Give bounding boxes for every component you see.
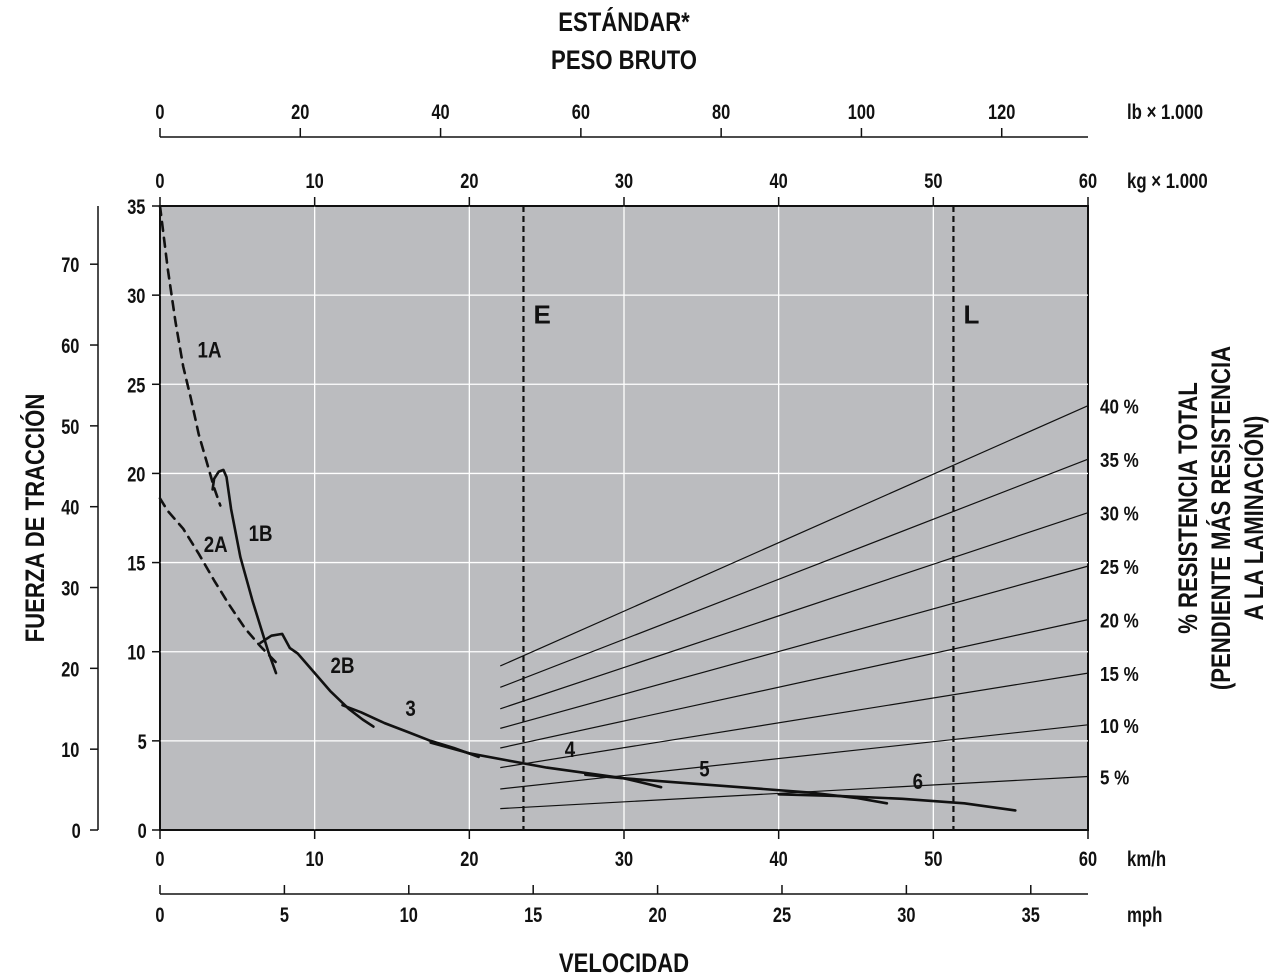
top-kg-unit-label: kg × 1.000: [1127, 170, 1208, 193]
top-lb-tick-label: 120: [988, 100, 1015, 123]
reference-label-L: L: [963, 300, 979, 330]
y-kg-tick-label: 35: [127, 195, 145, 218]
y-kg-unit-label: kg × 1.000: [0, 0, 30, 6]
chart-title: ESTÁNDAR*: [558, 7, 690, 38]
top-kg-tick-label: 10: [306, 169, 324, 192]
y-lb-tick-label: 40: [61, 496, 79, 519]
resistance-label: 20 %: [1100, 609, 1139, 632]
curve-label-2B: 2B: [331, 655, 355, 679]
curve-1A: [158, 204, 222, 507]
x-mph-unit-label: mph: [1127, 904, 1162, 927]
y2-axis-title-line1: % RESISTENCIA TOTAL: [1174, 382, 1204, 634]
resistance-label: 25 %: [1100, 556, 1139, 579]
resistance-line: [500, 565, 1089, 729]
x-mph-tick-label: 25: [773, 903, 791, 926]
rimpull-curves: 1A 1B 2A 2B 3 4 5 6: [158, 204, 1017, 812]
resistance-line: [500, 672, 1089, 769]
x-axis-title: VELOCIDAD: [559, 949, 689, 978]
curve-6: [777, 792, 1017, 812]
y-kg-tick-label: 20: [127, 462, 145, 485]
top-lb-unit-label: lb × 1.000: [1127, 101, 1203, 124]
grid-lines: [160, 206, 1088, 830]
y-lb-tick-label: 10: [61, 738, 79, 761]
y-lb-tick-label: 70: [61, 253, 79, 276]
curve-1B: [211, 468, 278, 675]
x-kmh-tick-label: 0: [155, 847, 164, 870]
curve-label-1A: 1A: [198, 339, 222, 363]
curve-label-5: 5: [699, 758, 709, 782]
resistance-label: 5 %: [1100, 766, 1129, 789]
resistance-label: 40 %: [1100, 395, 1139, 418]
top-lb-tick-label: 100: [848, 100, 875, 123]
resistance-label: 10 %: [1100, 714, 1139, 737]
y2-axis-title-line2: (PENDIENTE MÁS RESISTENCIA: [1206, 346, 1237, 690]
y-kg-tick-label: 0: [138, 819, 147, 842]
x-kmh-unit-label: km/h: [1127, 848, 1166, 871]
curve-label-6: 6: [913, 771, 923, 795]
resistance-line: [500, 619, 1089, 749]
x-kmh-tick-label: 60: [1079, 847, 1097, 870]
y-lb-tick-label: 50: [61, 415, 79, 438]
curve-label-1B: 1B: [249, 523, 273, 547]
y-kg-tick-label: 5: [138, 730, 147, 753]
top-kg-tick-label: 20: [460, 169, 478, 192]
resistance-lines: 40 % 35 % 30 % 25 % 20 % 15 % 10 % 5 %: [500, 395, 1139, 810]
top-lb-tick-label: 40: [431, 100, 449, 123]
x-kmh-tick-label: 10: [306, 847, 324, 870]
curve-label-3: 3: [405, 698, 415, 722]
curve-label-4: 4: [565, 739, 576, 763]
x-kmh-tick-label: 50: [924, 847, 942, 870]
y-lb-tick-label: 20: [61, 657, 79, 680]
x-kmh-tick-label: 20: [460, 847, 478, 870]
top-lb-tick-label: 0: [155, 100, 164, 123]
top-lb-tick-label: 20: [291, 100, 309, 123]
resistance-line: [500, 405, 1089, 667]
y-axis-title: FUERZA DE TRACCIÓN: [20, 394, 51, 643]
x-mph-tick-label: 30: [897, 903, 915, 926]
top-kg-tick-label: 60: [1079, 169, 1097, 192]
curve-2B: [259, 632, 375, 728]
curve-label-2A: 2A: [204, 534, 228, 558]
resistance-label: 15 %: [1100, 663, 1139, 686]
top-kg-tick-label: 50: [924, 169, 942, 192]
resistance-line: [500, 724, 1089, 790]
x-mph-tick-label: 20: [648, 903, 666, 926]
y2-axis-title-line3: A LA LAMINACIÓN): [1239, 416, 1270, 621]
resistance-label: 30 %: [1100, 502, 1139, 525]
x-mph-tick-label: 15: [524, 903, 542, 926]
x-kmh-tick-label: 40: [770, 847, 788, 870]
y-lb-tick-label: 30: [61, 577, 79, 600]
reference-label-E: E: [533, 300, 550, 330]
x-kmh-tick-label: 30: [615, 847, 633, 870]
top-kg-tick-label: 0: [155, 169, 164, 192]
resistance-label: 35 %: [1100, 449, 1139, 472]
y-kg-tick-label: 30: [127, 284, 145, 307]
x-mph-tick-label: 5: [280, 903, 289, 926]
resistance-line: [500, 458, 1089, 688]
y-kg-tick-label: 15: [127, 552, 145, 575]
x-mph-tick-label: 35: [1022, 903, 1040, 926]
x-mph-tick-label: 0: [155, 903, 164, 926]
y-lb-unit-label: lb × 1.000: [0, 0, 29, 6]
top-lb-tick-label: 60: [572, 100, 590, 123]
y-kg-tick-label: 25: [127, 373, 145, 396]
y-lb-tick-label: 60: [61, 334, 79, 357]
y-lb-tick-label: 0: [72, 819, 81, 842]
top-lb-tick-label: 80: [712, 100, 730, 123]
x-mph-tick-label: 10: [400, 903, 418, 926]
chart-subtitle: PESO BRUTO: [551, 46, 697, 76]
y-kg-tick-label: 10: [127, 641, 145, 664]
top-kg-tick-label: 40: [770, 169, 788, 192]
top-kg-tick-label: 30: [615, 169, 633, 192]
resistance-line: [500, 512, 1089, 710]
curve-2A: [158, 497, 278, 664]
